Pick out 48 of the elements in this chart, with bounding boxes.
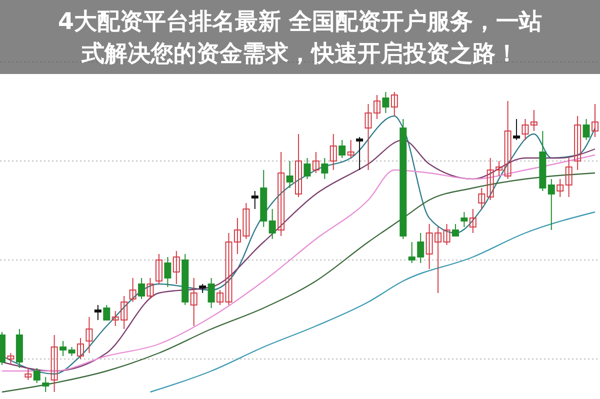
- candlestick: [76, 338, 84, 360]
- candlestick: [295, 134, 302, 198]
- candlestick: [155, 254, 162, 284]
- candlestick: [390, 92, 398, 116]
- candlestick: [522, 118, 529, 140]
- candlestick: [582, 118, 590, 140]
- candlestick: [146, 278, 154, 300]
- candlestick: [565, 158, 572, 198]
- candlestick: [452, 224, 459, 236]
- candlestick: [278, 152, 285, 236]
- candlestick: [33, 368, 40, 384]
- candlestick: [138, 278, 146, 300]
- candlestick: [530, 110, 538, 132]
- candlestick: [574, 116, 582, 170]
- candlestick: [556, 178, 564, 198]
- candlestick: [382, 92, 390, 114]
- candlestick: [286, 160, 294, 188]
- candlestick: [50, 334, 58, 392]
- candlestick: [478, 188, 486, 210]
- candlestick: [513, 118, 520, 140]
- candlestick: [460, 212, 468, 228]
- candlestick: [103, 304, 110, 320]
- candlestick: [42, 376, 50, 392]
- candlestick: [129, 278, 136, 302]
- candlestick: [86, 316, 93, 354]
- candlestick: [338, 140, 346, 158]
- candlestick: [172, 250, 180, 284]
- candlestick: [94, 304, 102, 320]
- candlestick: [592, 104, 598, 138]
- candlestick: [504, 100, 512, 180]
- candlestick: [469, 208, 476, 234]
- candlestick: [60, 340, 67, 356]
- candlestick: [312, 152, 320, 174]
- candlestick: [347, 140, 354, 158]
- candlestick: [251, 190, 258, 210]
- candlestick: [321, 158, 328, 180]
- candlestick: [164, 256, 172, 288]
- candlestick: [208, 278, 215, 308]
- candlestick: [190, 278, 198, 326]
- candlestick: [7, 352, 14, 366]
- candlestick: [443, 224, 450, 246]
- candlestick: [330, 134, 337, 170]
- candlestick: [356, 136, 364, 170]
- candlestick: [268, 208, 276, 240]
- candlestick: [24, 368, 32, 380]
- candlestick: [304, 158, 311, 180]
- chart-title: 4大配资平台排名最新 全国配资开户服务，一站式解决您的资金需求，快速开启投资之路！: [58, 8, 542, 67]
- candlestick: [548, 178, 555, 230]
